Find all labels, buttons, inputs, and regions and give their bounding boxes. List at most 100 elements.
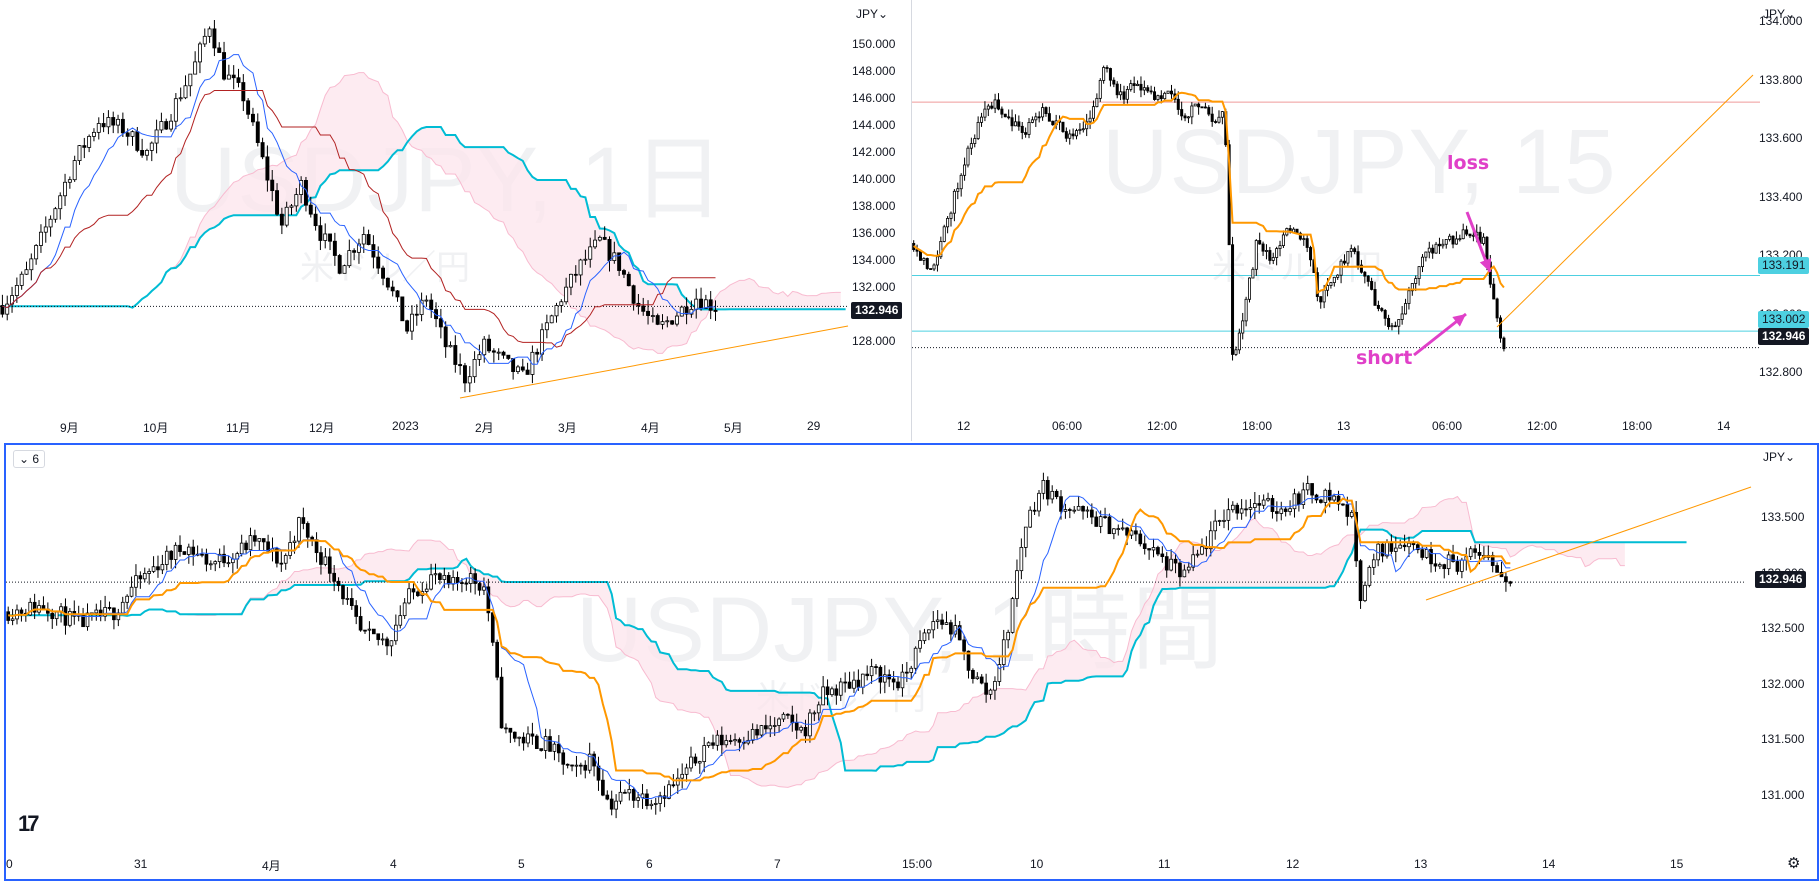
candle-down — [1051, 120, 1055, 126]
candle-down — [548, 736, 552, 752]
candle-up — [733, 739, 737, 742]
last-price-tag: 132.946 — [851, 302, 903, 319]
candle-up — [913, 647, 918, 669]
candle-down — [156, 566, 160, 571]
candle-down — [1054, 490, 1059, 498]
candle-up — [1329, 282, 1333, 286]
candle-up — [650, 315, 655, 317]
candle-down — [313, 213, 318, 227]
candle-up — [72, 160, 77, 181]
candle-up — [909, 667, 914, 673]
y-axis-tick: 128.000 — [852, 334, 896, 348]
candle-down — [385, 638, 389, 647]
candle-up — [975, 676, 980, 680]
candle-down — [1244, 508, 1248, 511]
candle-down — [1138, 533, 1143, 545]
candle-down — [1153, 91, 1157, 100]
candle-up — [1248, 507, 1253, 510]
candle-down — [1502, 337, 1506, 350]
candle-down — [925, 258, 929, 269]
candle-down — [253, 535, 257, 542]
candle-up — [38, 231, 43, 246]
y-axis-tick: 133.800 — [1759, 72, 1803, 87]
candle-up — [1015, 570, 1019, 600]
candle-up — [1075, 130, 1079, 137]
candle-up — [1037, 492, 1041, 512]
candle-down — [1169, 90, 1173, 95]
candle-up — [660, 321, 665, 325]
candle-down — [617, 252, 622, 271]
candle-up — [1095, 97, 1099, 108]
candle-up — [1244, 298, 1248, 322]
candle-up — [969, 143, 973, 149]
currency-selector[interactable]: JPY⌄ — [1763, 450, 1796, 464]
candle-up — [1091, 106, 1095, 119]
daily-chart-svg[interactable] — [0, 0, 911, 441]
candle-up — [1264, 250, 1268, 252]
candle-down — [609, 798, 614, 810]
collapse-indicators-button[interactable]: ⌄ 6 — [13, 450, 46, 468]
candle-up — [1367, 566, 1372, 586]
candle-up — [949, 212, 953, 219]
candle-up — [1190, 105, 1194, 118]
candle-up — [63, 181, 68, 197]
daily-chart-panel[interactable]: USDJPY, 1日 米ドル／円 JPY⌄ 150.000148.000146.… — [0, 0, 912, 441]
candle-up — [193, 61, 198, 75]
candle-down — [1125, 527, 1129, 536]
candle-up — [942, 226, 946, 242]
candle-up — [1208, 530, 1213, 550]
candle-down — [918, 250, 922, 261]
currency-selector[interactable]: JPY⌄ — [1763, 7, 1796, 21]
candle-up — [151, 566, 156, 572]
candle-down — [191, 546, 196, 555]
x-axis-tick: 06:00 — [1052, 419, 1083, 433]
candle-down — [596, 765, 601, 781]
candle-down — [1146, 87, 1150, 92]
y-axis-tick: 132.500 — [1761, 621, 1805, 635]
candle-down — [182, 551, 187, 555]
y-axis-tick: 134.000 — [1759, 14, 1803, 28]
m15-chart-svg[interactable] — [912, 0, 1819, 441]
candle-down — [19, 609, 24, 614]
candle-up — [53, 208, 58, 220]
candle-up — [94, 609, 99, 614]
candle-up — [1302, 238, 1306, 241]
senkou-span-line — [8, 528, 1687, 772]
candle-down — [236, 77, 241, 83]
candle-down — [1257, 503, 1262, 506]
candle-down — [446, 574, 451, 585]
candle-up — [1195, 553, 1200, 556]
kijun-line — [2, 90, 716, 348]
candle-down — [332, 240, 337, 256]
candle-up — [1434, 243, 1438, 254]
candle-up — [239, 542, 244, 555]
candle-down — [521, 736, 526, 744]
candle-down — [1032, 509, 1037, 512]
candle-down — [1402, 544, 1407, 548]
candle-up — [665, 320, 670, 323]
x-axis-tick: 12:00 — [1147, 419, 1178, 433]
currency-selector[interactable]: JPY⌄ — [856, 7, 889, 21]
candle-down — [645, 793, 649, 807]
candle-up — [900, 671, 905, 689]
candle-down — [1366, 275, 1370, 282]
candle-up — [1098, 80, 1102, 99]
candle-up — [482, 586, 486, 591]
candle-down — [1142, 543, 1147, 549]
candle-down — [708, 299, 713, 311]
candle-down — [856, 679, 861, 688]
candle-down — [631, 285, 636, 304]
candle-up — [424, 588, 429, 592]
settings-gear-icon[interactable]: ⚙ — [1787, 855, 1801, 872]
h1-chart-panel[interactable]: USDJPY, 1時間 米ドル／円 ⌄ 6 JPY⌄ 133.500133.00… — [4, 443, 1819, 881]
candle-down — [1363, 271, 1367, 277]
candle-up — [394, 624, 398, 642]
x-axis-tick: 13 — [1414, 857, 1428, 871]
m15-chart-panel[interactable]: USDJPY, 15 米ドル／円 JPY⌄ 134.000 133.800 133.… — [912, 0, 1819, 441]
candle-up — [43, 226, 48, 233]
candle-down — [217, 47, 222, 53]
candle-up — [1027, 121, 1031, 135]
candle-down — [671, 784, 676, 787]
h1-chart-svg[interactable] — [6, 445, 1817, 879]
candle-down — [1173, 558, 1178, 564]
